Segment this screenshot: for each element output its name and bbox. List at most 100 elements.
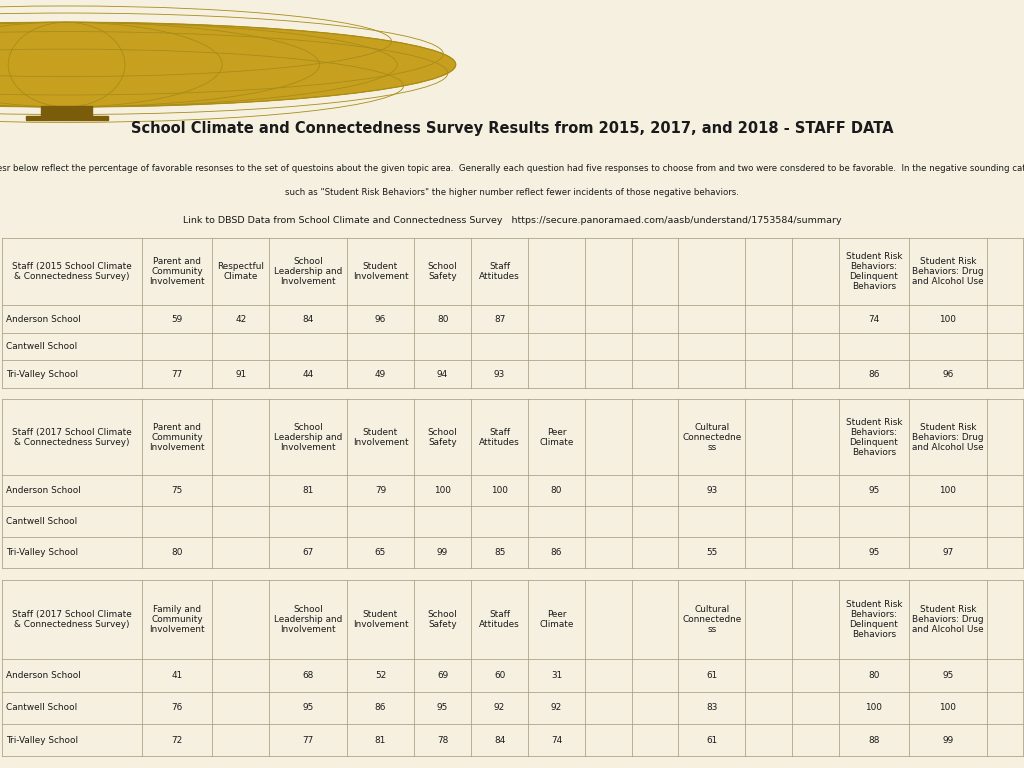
Text: 61: 61 [707,736,718,745]
Text: Staff (2017 School Climate
& Connectedness Survey): Staff (2017 School Climate & Connectedne… [12,428,132,447]
Text: Student
Involvement: Student Involvement [352,262,409,281]
Text: Respectful
Climate: Respectful Climate [217,262,264,281]
Text: Cantwell School: Cantwell School [6,343,77,351]
Text: 88: 88 [868,736,880,745]
Text: 95: 95 [942,671,953,680]
Text: 95: 95 [868,486,880,495]
Text: Anderson School: Anderson School [6,671,81,680]
Text: 74: 74 [551,736,562,745]
Text: Student Risk
Behaviors: Drug
and Alcohol Use: Student Risk Behaviors: Drug and Alcohol… [912,605,984,634]
Text: 86: 86 [375,703,386,713]
Text: Family and
Community
Involvement: Family and Community Involvement [150,605,205,634]
Text: School
Safety: School Safety [428,262,458,281]
Text: 100: 100 [939,486,956,495]
Text: Numbesr below reflect the percentage of favorable resonses to the set of questoi: Numbesr below reflect the percentage of … [0,164,1024,173]
Text: 41: 41 [171,671,182,680]
Text: 75: 75 [171,486,182,495]
Text: 100: 100 [434,486,451,495]
Text: 49: 49 [375,369,386,379]
Text: 81: 81 [302,486,313,495]
Text: Student Risk
Behaviors:
Delinquent
Behaviors: Student Risk Behaviors: Delinquent Behav… [846,418,902,457]
Text: 86: 86 [551,548,562,558]
Text: 76: 76 [171,703,182,713]
Text: Student Risk
Behaviors: Drug
and Alcohol Use: Student Risk Behaviors: Drug and Alcohol… [912,423,984,452]
Text: School
Leadership and
Involvement: School Leadership and Involvement [273,257,342,286]
Text: 85: 85 [494,548,505,558]
Text: 84: 84 [494,736,505,745]
Text: Link to DBSD Data from School Climate and Connectedness Survey   https://secure.: Link to DBSD Data from School Climate an… [182,217,842,226]
Text: 100: 100 [939,703,956,713]
Circle shape [0,22,456,107]
Text: School
Leadership and
Involvement: School Leadership and Involvement [273,423,342,452]
Text: 61: 61 [707,671,718,680]
Text: 52: 52 [375,671,386,680]
Text: Cantwell School: Cantwell School [6,518,77,526]
Text: 99: 99 [437,548,449,558]
Text: 100: 100 [865,703,883,713]
Bar [26,116,108,120]
Text: Parent and
Community
Involvement: Parent and Community Involvement [150,257,205,286]
Text: 97: 97 [942,548,953,558]
Text: such as "Student Risk Behaviors" the higher number reflect fewer incidents of th: such as "Student Risk Behaviors" the hig… [285,188,739,197]
Text: 80: 80 [171,548,182,558]
Text: School Climate and Connectedness Survey Results from 2015, 2017, and 2018 - STAF: School Climate and Connectedness Survey … [131,121,893,136]
Text: 96: 96 [942,369,953,379]
Text: 44: 44 [302,369,313,379]
Text: 86: 86 [868,369,880,379]
Text: Staff (2015 School Climate
& Connectedness Survey): Staff (2015 School Climate & Connectedne… [12,262,132,281]
Text: 100: 100 [939,315,956,323]
Text: Anderson School: Anderson School [6,315,81,323]
Text: Cultural
Connectedne
ss: Cultural Connectedne ss [682,605,741,634]
Text: 42: 42 [236,315,247,323]
Text: Cantwell School: Cantwell School [6,703,77,713]
Text: 92: 92 [494,703,505,713]
Text: 31: 31 [551,671,562,680]
Text: Student
Involvement: Student Involvement [352,428,409,447]
Text: Staff
Attitudes: Staff Attitudes [479,262,520,281]
Text: School
Safety: School Safety [428,610,458,629]
Text: 87: 87 [494,315,505,323]
Text: 77: 77 [302,736,313,745]
Text: 60: 60 [494,671,505,680]
Text: Peer
Climate: Peer Climate [540,610,573,629]
Text: Cultural
Connectedne
ss: Cultural Connectedne ss [682,423,741,452]
Text: 93: 93 [707,486,718,495]
Text: Student Risk
Behaviors:
Delinquent
Behaviors: Student Risk Behaviors: Delinquent Behav… [846,600,902,639]
Text: 74: 74 [868,315,880,323]
Text: Student Risk
Behaviors:
Delinquent
Behaviors: Student Risk Behaviors: Delinquent Behav… [846,252,902,291]
Text: 94: 94 [437,369,449,379]
Text: 67: 67 [302,548,313,558]
Text: 78: 78 [437,736,449,745]
Text: 95: 95 [868,548,880,558]
Text: 99: 99 [942,736,953,745]
Text: 65: 65 [375,548,386,558]
Text: 91: 91 [236,369,247,379]
Text: 80: 80 [551,486,562,495]
Text: 92: 92 [551,703,562,713]
Text: 100: 100 [492,486,508,495]
Text: 83: 83 [707,703,718,713]
Text: 80: 80 [437,315,449,323]
Text: Peer
Climate: Peer Climate [540,428,573,447]
Text: 72: 72 [171,736,182,745]
Text: Staff
Attitudes: Staff Attitudes [479,610,520,629]
Text: Staff
Attitudes: Staff Attitudes [479,428,520,447]
Text: 80: 80 [868,671,880,680]
Text: 84: 84 [302,315,313,323]
Text: 95: 95 [302,703,313,713]
Text: 96: 96 [375,315,386,323]
Text: 77: 77 [171,369,182,379]
Text: 55: 55 [707,548,718,558]
Text: School
Leadership and
Involvement: School Leadership and Involvement [273,605,342,634]
Text: Tri-Valley School: Tri-Valley School [6,548,78,558]
Text: Anderson School: Anderson School [6,486,81,495]
Text: Staff (2017 School Climate
& Connectedness Survey): Staff (2017 School Climate & Connectedne… [12,610,132,629]
Bar [41,106,92,116]
Text: Student Risk
Behaviors: Drug
and Alcohol Use: Student Risk Behaviors: Drug and Alcohol… [912,257,984,286]
Text: Parent and
Community
Involvement: Parent and Community Involvement [150,423,205,452]
Text: Tri-Valley School: Tri-Valley School [6,369,78,379]
Text: 79: 79 [375,486,386,495]
Text: 68: 68 [302,671,313,680]
Text: Tri-Valley School: Tri-Valley School [6,736,78,745]
Text: 81: 81 [375,736,386,745]
